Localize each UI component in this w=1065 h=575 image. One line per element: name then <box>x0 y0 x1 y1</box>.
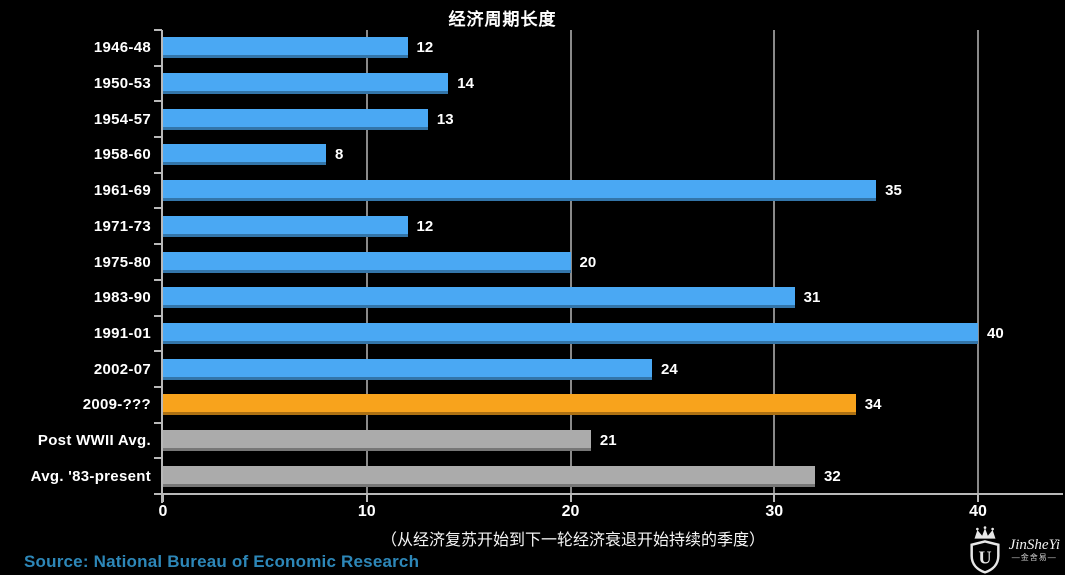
bar-1946-48 <box>163 37 408 59</box>
crown-shield-icon: U <box>970 526 1000 574</box>
category-label: 2002-07 <box>93 360 151 378</box>
category-label: 1950-53 <box>93 75 151 93</box>
watermark-brand-cn: —金舍易— <box>1011 552 1057 562</box>
category-label: Post WWII Avg. <box>37 431 151 449</box>
bar-value-label: 32 <box>824 467 841 485</box>
bar-2002-07 <box>163 358 652 380</box>
bar-1954-57 <box>163 108 428 130</box>
y-axis-tick <box>154 350 162 353</box>
y-axis-tick <box>154 314 162 317</box>
bar-value-label: 35 <box>885 182 902 200</box>
bar-value-label: 8 <box>335 146 344 164</box>
bar-1983-90 <box>163 287 795 309</box>
gridline-40 <box>977 30 979 494</box>
category-label: 1975-80 <box>93 253 151 271</box>
bar-1958-60 <box>163 144 326 166</box>
y-axis-tick <box>154 421 162 424</box>
bar-Avg. '83-present <box>163 465 815 487</box>
bar-value-label: 14 <box>457 75 474 93</box>
x-axis-tick-20 <box>569 495 572 502</box>
category-label: 1983-90 <box>93 289 151 307</box>
bar-value-label: 31 <box>803 289 821 307</box>
watermark-text: JinSheYi —金舍易— <box>1008 536 1060 562</box>
bar-1961-69 <box>163 180 877 202</box>
y-axis-tick <box>154 64 162 67</box>
x-axis-tick-label-10: 10 <box>357 503 376 520</box>
category-label: 1991-01 <box>93 324 151 342</box>
bar-value-label: 12 <box>416 217 434 235</box>
y-axis-tick <box>154 136 162 139</box>
chart-title: 经济周期长度 <box>448 10 557 29</box>
category-label: 1971-73 <box>93 217 151 235</box>
svg-text:U: U <box>978 547 991 567</box>
watermark-brand: JinSheYi <box>1008 536 1060 553</box>
y-axis-tick <box>154 493 162 495</box>
gridline-20 <box>569 30 572 494</box>
x-axis-tick-30 <box>773 495 776 502</box>
x-axis-line <box>163 493 1063 495</box>
y-axis-tick <box>154 100 162 103</box>
y-axis-tick <box>154 29 162 31</box>
bar-value-label: 21 <box>599 431 617 449</box>
x-axis-tick-label-40: 40 <box>969 503 987 520</box>
bar-1975-80 <box>163 251 571 273</box>
y-axis-line <box>161 30 163 503</box>
bar-Post WWII Avg. <box>163 429 591 451</box>
category-label: 1958-60 <box>93 146 151 164</box>
x-axis-tick-10 <box>365 495 368 502</box>
category-label: 1946-48 <box>93 39 151 57</box>
source-note: Source: National Bureau of Economic Rese… <box>24 552 420 571</box>
bar-2009-??? <box>163 394 856 416</box>
x-axis-tick-label-30: 30 <box>765 503 784 520</box>
bar-value-label: 24 <box>661 360 678 378</box>
bar-value-label: 20 <box>579 253 597 271</box>
gridline-30 <box>773 30 776 494</box>
bar-value-label: 13 <box>436 110 454 128</box>
bar-1971-73 <box>163 215 408 237</box>
x-axis-tick-label-20: 20 <box>561 503 580 520</box>
bar-value-label: 40 <box>987 324 1004 342</box>
category-label: 1961-69 <box>93 182 151 200</box>
y-axis-tick <box>154 278 162 281</box>
y-axis-tick <box>154 385 162 388</box>
x-axis-tick-label-0: 0 <box>158 503 168 520</box>
bar-value-label: 34 <box>864 396 882 414</box>
bar-1991-01 <box>163 322 978 344</box>
bar-value-label: 12 <box>416 39 434 57</box>
y-axis-tick <box>154 243 162 246</box>
category-label: 2009-??? <box>82 396 151 414</box>
x-axis-tick-40 <box>977 495 979 502</box>
category-label: 1954-57 <box>93 110 151 128</box>
axis-unit-caption: （从经济复苏开始到下一轮经济衰退开始持续的季度） <box>380 532 766 549</box>
y-axis-tick <box>154 207 162 210</box>
category-label: Avg. '83-present <box>30 467 151 485</box>
watermark-logo: U JinSheYi —金舍易— <box>965 526 1060 574</box>
y-axis-tick <box>154 457 162 460</box>
bar-1950-53 <box>163 73 449 95</box>
x-axis-tick-0 <box>162 495 164 502</box>
y-axis-tick <box>154 171 162 174</box>
